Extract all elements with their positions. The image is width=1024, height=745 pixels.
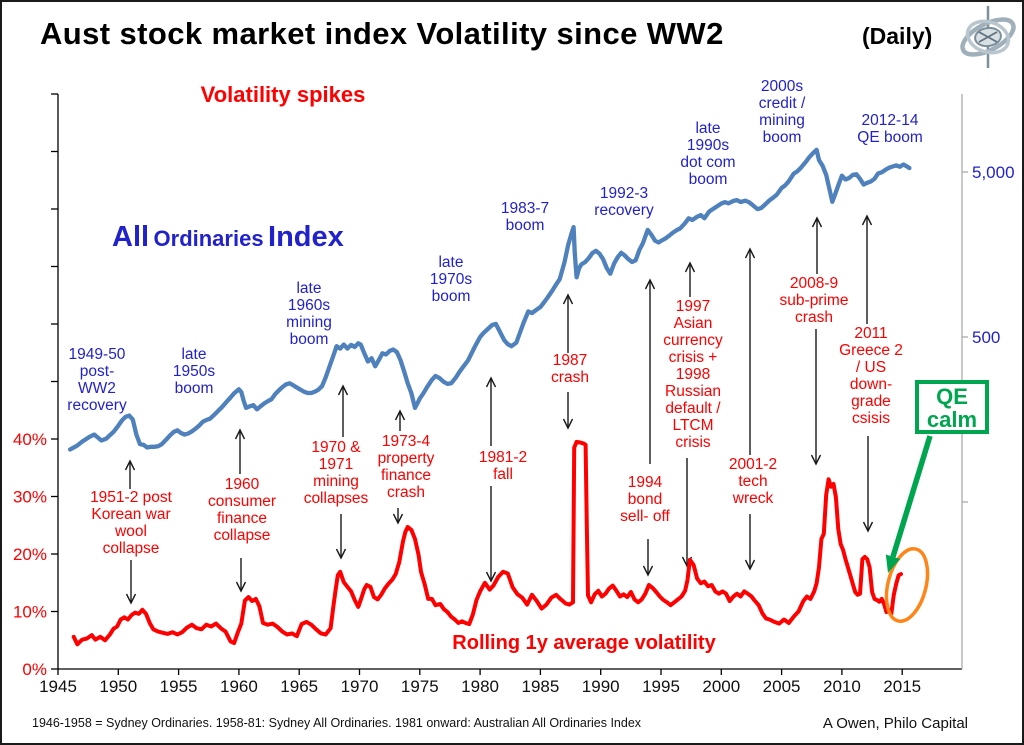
x-axis-label: 2000 <box>702 677 740 696</box>
annotation-arrowhead <box>810 454 822 466</box>
x-axis-label: 1960 <box>220 677 258 696</box>
x-axis-label: 1985 <box>521 677 559 696</box>
x-axis-label: 1995 <box>642 677 680 696</box>
volatility-spikes-label: Volatility spikes <box>200 82 366 107</box>
all-ords-label-part2: Ordinaries <box>153 226 264 251</box>
all-ordinaries-index-label: All Ordinaries Index <box>112 221 344 254</box>
x-axis-label: 2015 <box>883 677 921 696</box>
x-axis-label: 1965 <box>280 677 318 696</box>
annotation-arrowhead <box>811 216 823 228</box>
annotation-arrowhead <box>744 247 756 259</box>
annotation-arrowhead <box>562 293 574 305</box>
right-axis-label: 500 <box>972 328 1000 347</box>
annotation-arrowhead <box>744 559 756 571</box>
x-axis-label: 1975 <box>401 677 439 696</box>
annotation-arrowhead <box>485 376 497 388</box>
x-axis-label: 2010 <box>823 677 861 696</box>
x-axis-label: 1970 <box>341 677 379 696</box>
page-title: Aust stock market index Volatility since… <box>40 16 724 51</box>
qe-calm-arrow <box>890 435 933 558</box>
qe-calm-callout-box: QE calm <box>915 380 989 434</box>
annotation-arrowhead <box>644 278 656 290</box>
left-axis-label: 40% <box>13 430 47 449</box>
x-axis-label: 1950 <box>99 677 137 696</box>
all-ordinaries-line <box>67 147 912 452</box>
x-axis-label: 1990 <box>582 677 620 696</box>
left-axis-label: 0% <box>22 660 47 679</box>
all-ords-label-part3: Index <box>268 221 344 253</box>
x-axis-label: 1955 <box>160 677 198 696</box>
x-axis-label: 1945 <box>39 677 77 696</box>
qe-calm-label: QE calm <box>926 384 978 432</box>
annotation-arrowhead <box>125 593 137 605</box>
left-axis-label: 30% <box>13 488 47 507</box>
annotation-arrowhead <box>562 418 574 430</box>
annotation-arrowhead <box>392 513 404 525</box>
qe-calm-arrowhead <box>885 554 901 573</box>
credit-text: A Owen, Philo Capital <box>822 715 968 732</box>
philo-capital-gyroscope-logo-icon <box>960 6 1016 68</box>
annotation-arrowhead <box>862 521 874 533</box>
annotation-arrowhead <box>234 428 246 440</box>
annotation-arrowhead <box>337 384 349 396</box>
annotation-arrowhead <box>335 548 347 560</box>
all-ords-label-part1: All <box>112 221 150 253</box>
volatility-line <box>71 439 903 647</box>
qe-calm-ellipse <box>884 547 930 623</box>
right-axis-label: 5,000 <box>972 163 1015 182</box>
annotation-arrowhead <box>124 459 136 471</box>
left-axis-label: 20% <box>13 545 47 564</box>
annotation-arrowhead <box>861 214 873 226</box>
annotation-arrowhead <box>684 261 696 273</box>
title-daily-tag: (Daily) <box>862 23 933 49</box>
rolling-volatility-label: Rolling 1y average volatility <box>452 632 716 654</box>
x-axis-label: 1980 <box>461 677 499 696</box>
annotation-arrowhead <box>394 409 406 421</box>
annotation-arrowhead <box>485 571 497 583</box>
x-axis-label: 2005 <box>763 677 801 696</box>
annotation-arrowhead <box>642 565 654 577</box>
left-axis-label: 10% <box>13 603 47 622</box>
source-note: 1946-1958 = Sydney Ordinaries. 1958-81: … <box>32 716 642 730</box>
annotation-arrowhead <box>235 581 247 593</box>
